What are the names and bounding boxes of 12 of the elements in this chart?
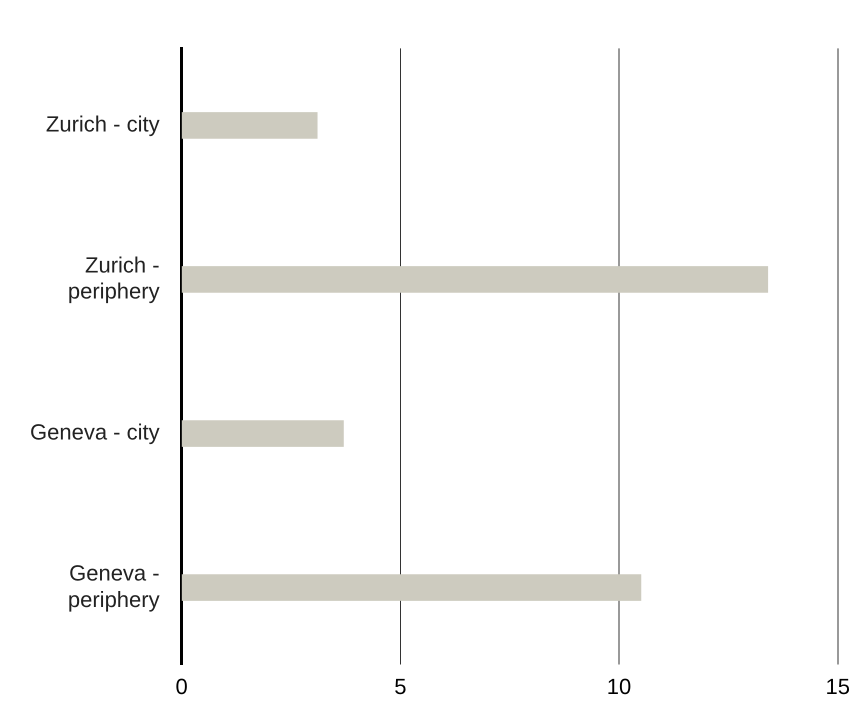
bar <box>182 112 318 139</box>
y-tick-label: Zurich - city <box>46 111 160 136</box>
y-tick-label: Geneva - periphery <box>68 560 160 612</box>
y-tick-label: Zurich - periphery <box>68 252 160 304</box>
bar <box>182 266 768 293</box>
x-tick-label: 5 <box>394 674 406 699</box>
bar <box>182 574 642 601</box>
x-tick-label: 0 <box>175 674 188 699</box>
y-tick-label: Geneva - city <box>30 420 160 445</box>
bar <box>182 420 344 447</box>
x-tick-label: 15 <box>826 674 850 699</box>
x-tick-label: 10 <box>606 674 632 699</box>
